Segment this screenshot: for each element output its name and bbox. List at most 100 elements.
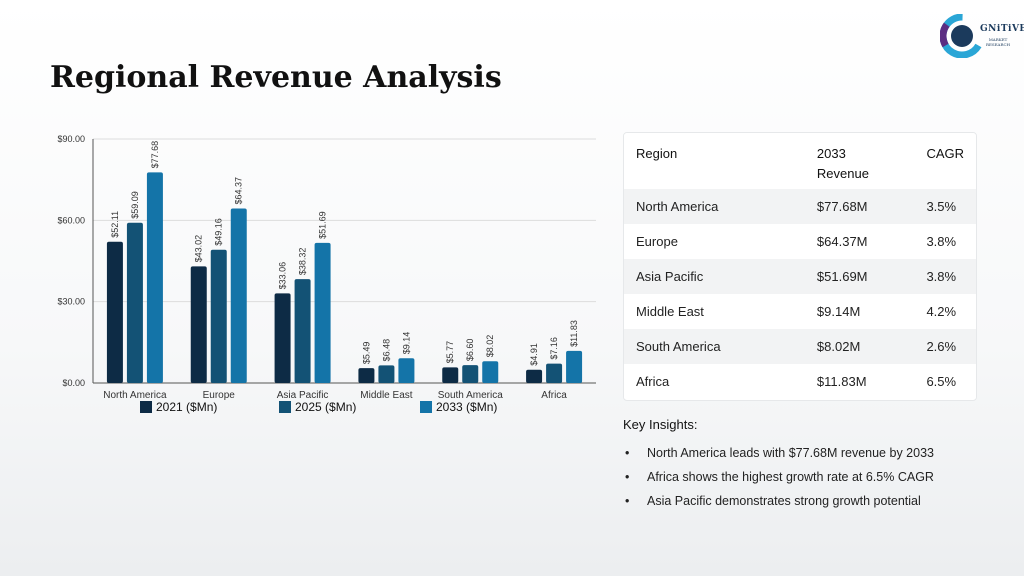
logo-subtext-1: MARKET (988, 37, 1008, 42)
header-region: Region (624, 133, 805, 189)
legend-swatch (420, 401, 432, 413)
bar (398, 358, 415, 383)
data-label: $5.49 (361, 342, 371, 365)
bar (378, 365, 395, 383)
insight-item: • North America leads with $77.68M reven… (623, 444, 934, 468)
table-row: South America $8.02M 2.6% (624, 329, 976, 364)
insight-text: North America leads with $77.68M revenue… (647, 446, 934, 460)
revenue-bar-chart: $0.00 $30.00 $60.00 $90.00 $52.11 $59.09 $77.6… (57, 134, 596, 414)
company-logo: GNiTiVE MARKET RESEARCH (939, 13, 1024, 59)
insight-text: Asia Pacific demonstrates strong growth … (647, 494, 921, 508)
insights-list: • North America leads with $77.68M reven… (623, 444, 934, 516)
header-revenue: 2033 Revenue (804, 133, 915, 189)
bar (106, 241, 123, 383)
data-label: $49.16 (214, 218, 224, 246)
x-tick-label: Europe (203, 390, 236, 401)
table-row: Middle East $9.14M 4.2% (624, 294, 976, 329)
bar (546, 363, 563, 383)
data-label: $11.83 (569, 320, 579, 347)
table-row: North America $77.68M 3.5% (624, 189, 976, 224)
bar (566, 350, 583, 383)
cell-region: Asia Pacific (624, 259, 805, 294)
cell-revenue: $8.02M (804, 329, 915, 364)
cell-region: South America (624, 329, 805, 364)
data-label: $38.32 (298, 248, 308, 276)
cell-revenue: $64.37M (804, 224, 915, 259)
logo-subtext-2: RESEARCH (985, 42, 1011, 47)
logo-c-icon (939, 13, 985, 59)
bar (358, 368, 375, 383)
insights-title: Key Insights: (623, 417, 698, 432)
cell-cagr: 3.5% (914, 189, 976, 224)
bar (482, 361, 499, 383)
data-label: $43.02 (194, 235, 204, 263)
data-label: $7.16 (549, 337, 559, 360)
x-tick-label: South America (438, 390, 503, 401)
cell-region: Africa (624, 364, 805, 399)
bullet-icon: • (625, 470, 630, 484)
cell-region: Europe (624, 224, 805, 259)
cell-cagr: 6.5% (914, 364, 976, 399)
cell-revenue: $9.14M (804, 294, 915, 329)
data-label: $77.68 (150, 141, 160, 169)
data-label: $33.06 (278, 262, 288, 290)
data-label: $59.09 (130, 191, 140, 219)
insight-text: Africa shows the highest growth rate at … (647, 470, 934, 484)
legend-swatch (279, 401, 291, 413)
table-row: Africa $11.83M 6.5% (624, 364, 976, 399)
bar (526, 369, 543, 383)
revenue-table: Region 2033 Revenue CAGR North America $… (624, 133, 976, 399)
x-tick-label: Middle East (360, 390, 412, 401)
x-tick-label: Asia Pacific (277, 390, 329, 401)
bar (462, 365, 479, 383)
x-tick-label: Africa (541, 390, 567, 401)
cell-cagr: 2.6% (914, 329, 976, 364)
bar (294, 279, 311, 383)
cell-cagr: 3.8% (914, 224, 976, 259)
insight-item: • Asia Pacific demonstrates strong growt… (623, 492, 934, 516)
table-row: Asia Pacific $51.69M 3.8% (624, 259, 976, 294)
data-label: $6.48 (381, 339, 391, 362)
data-label: $51.69 (318, 211, 328, 239)
cell-cagr: 4.2% (914, 294, 976, 329)
legend-label: 2021 ($Mn) (156, 400, 217, 414)
x-tick-label: North America (103, 390, 167, 401)
bar (190, 266, 207, 383)
bar (210, 249, 227, 383)
insight-item: • Africa shows the highest growth rate a… (623, 468, 934, 492)
y-tick-label: $60.00 (57, 215, 85, 225)
cell-revenue: $51.69M (804, 259, 915, 294)
logo-wordmark: GNiTiVE (980, 24, 1024, 34)
data-label: $6.60 (465, 339, 475, 362)
revenue-table-card: Region 2033 Revenue CAGR North America $… (623, 132, 977, 401)
data-label: $4.91 (529, 343, 539, 366)
bar (126, 222, 143, 383)
data-label: $9.14 (401, 332, 411, 355)
cell-revenue: $11.83M (804, 364, 915, 399)
bar (314, 242, 331, 383)
data-label: $64.37 (234, 177, 244, 205)
bar (442, 367, 459, 383)
data-label: $8.02 (485, 335, 495, 358)
cell-region: North America (624, 189, 805, 224)
y-tick-label: $0.00 (62, 378, 85, 388)
y-tick-label: $30.00 (57, 297, 85, 307)
data-label: $5.77 (445, 341, 455, 364)
data-label: $52.11 (110, 211, 120, 238)
cell-cagr: 3.8% (914, 259, 976, 294)
table-header-row: Region 2033 Revenue CAGR (624, 133, 976, 189)
table-row: Europe $64.37M 3.8% (624, 224, 976, 259)
y-tick-label: $90.00 (57, 134, 85, 144)
legend-label: 2033 ($Mn) (436, 400, 497, 414)
cell-region: Middle East (624, 294, 805, 329)
bar (274, 293, 291, 383)
bar (230, 208, 247, 383)
legend-label: 2025 ($Mn) (295, 400, 356, 414)
bullet-icon: • (625, 494, 630, 508)
legend-swatch (140, 401, 152, 413)
page-title: Regional Revenue Analysis (50, 60, 502, 95)
bullet-icon: • (625, 446, 630, 460)
cell-revenue: $77.68M (804, 189, 915, 224)
bar (146, 172, 163, 383)
header-cagr: CAGR (914, 133, 976, 189)
